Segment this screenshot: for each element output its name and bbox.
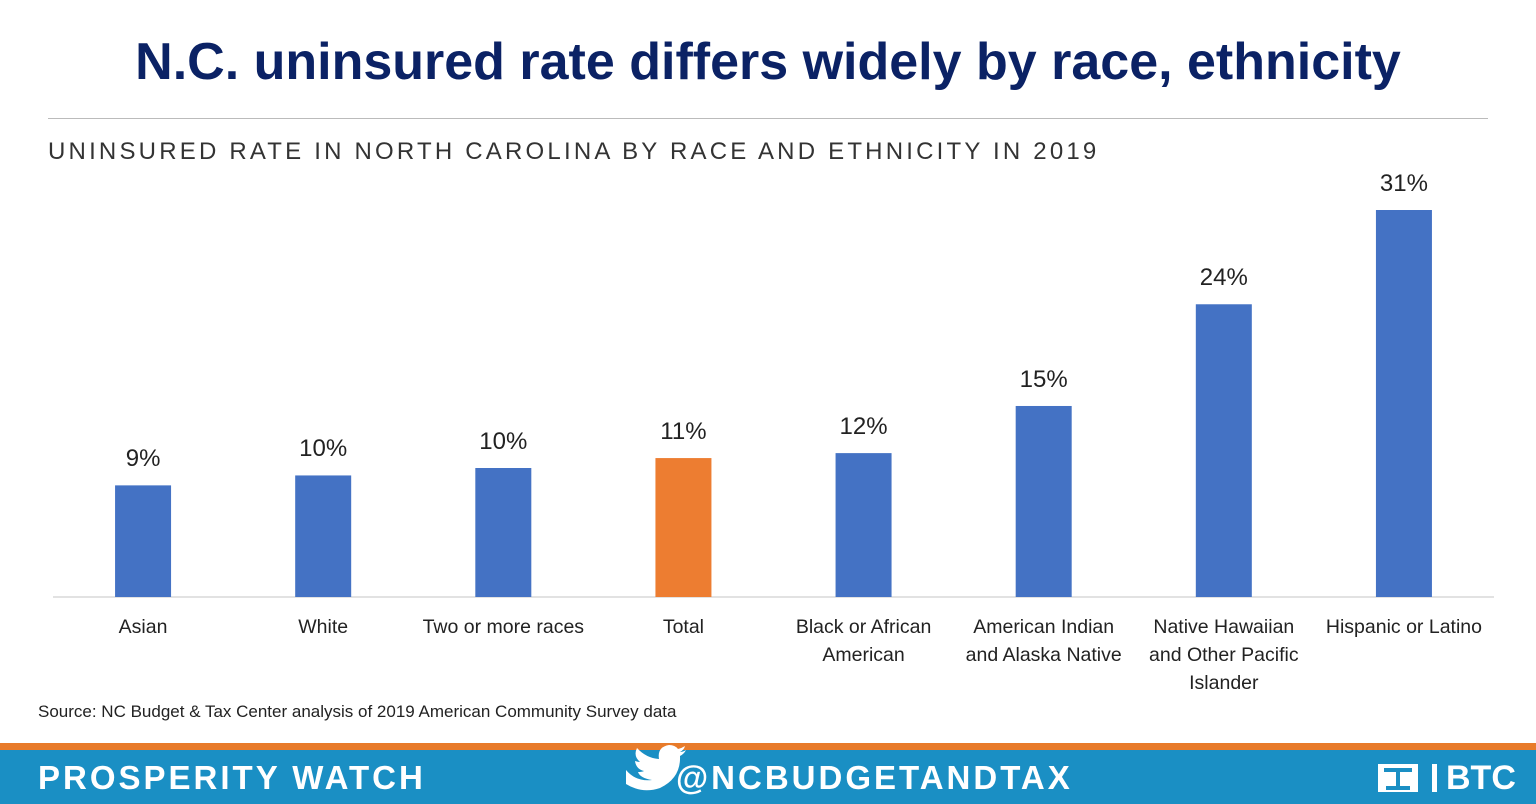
bar [1015, 405, 1072, 597]
category-label: Two or more races [422, 616, 585, 638]
bar [115, 485, 172, 597]
bar [655, 458, 712, 597]
bar [835, 453, 892, 597]
bar [1195, 304, 1252, 597]
category-label: Asian [118, 616, 168, 638]
value-label: 31% [1379, 170, 1428, 197]
footer-left: PROSPERITY WATCH [38, 759, 426, 796]
rule [48, 118, 1488, 119]
stripe [0, 743, 1536, 750]
category-label: Native Hawaiian and Other Pacific Island… [1149, 616, 1299, 694]
footer [0, 750, 1536, 804]
category-label: Hispanic or Latino [1325, 616, 1482, 638]
value-label: 15% [1019, 365, 1068, 393]
footer-logo: BTC [1446, 759, 1516, 797]
value-label: 11% [660, 418, 707, 446]
footer-handle: @NCBUDGETANDTAX [676, 759, 1073, 796]
bar [475, 468, 532, 597]
category-label: Black or African American [795, 616, 932, 666]
chart-title: UNINSURED RATE IN NORTH CAROLINA BY RACE… [48, 138, 1100, 165]
bar [295, 475, 352, 597]
source: Source: NC Budget & Tax Center analysis … [38, 702, 677, 721]
title: N.C. uninsured rate differs widely by ra… [135, 33, 1401, 91]
value-label: 10% [299, 435, 348, 463]
value-label: 10% [479, 428, 528, 455]
value-label: 12% [839, 413, 888, 441]
category-label: Total [662, 616, 705, 638]
value-label: 24% [1199, 264, 1248, 292]
category-label: American Indian and Alaska Native [965, 616, 1122, 666]
bar [1375, 210, 1432, 597]
category-label: White [298, 616, 349, 638]
value-label: 9% [125, 445, 161, 473]
